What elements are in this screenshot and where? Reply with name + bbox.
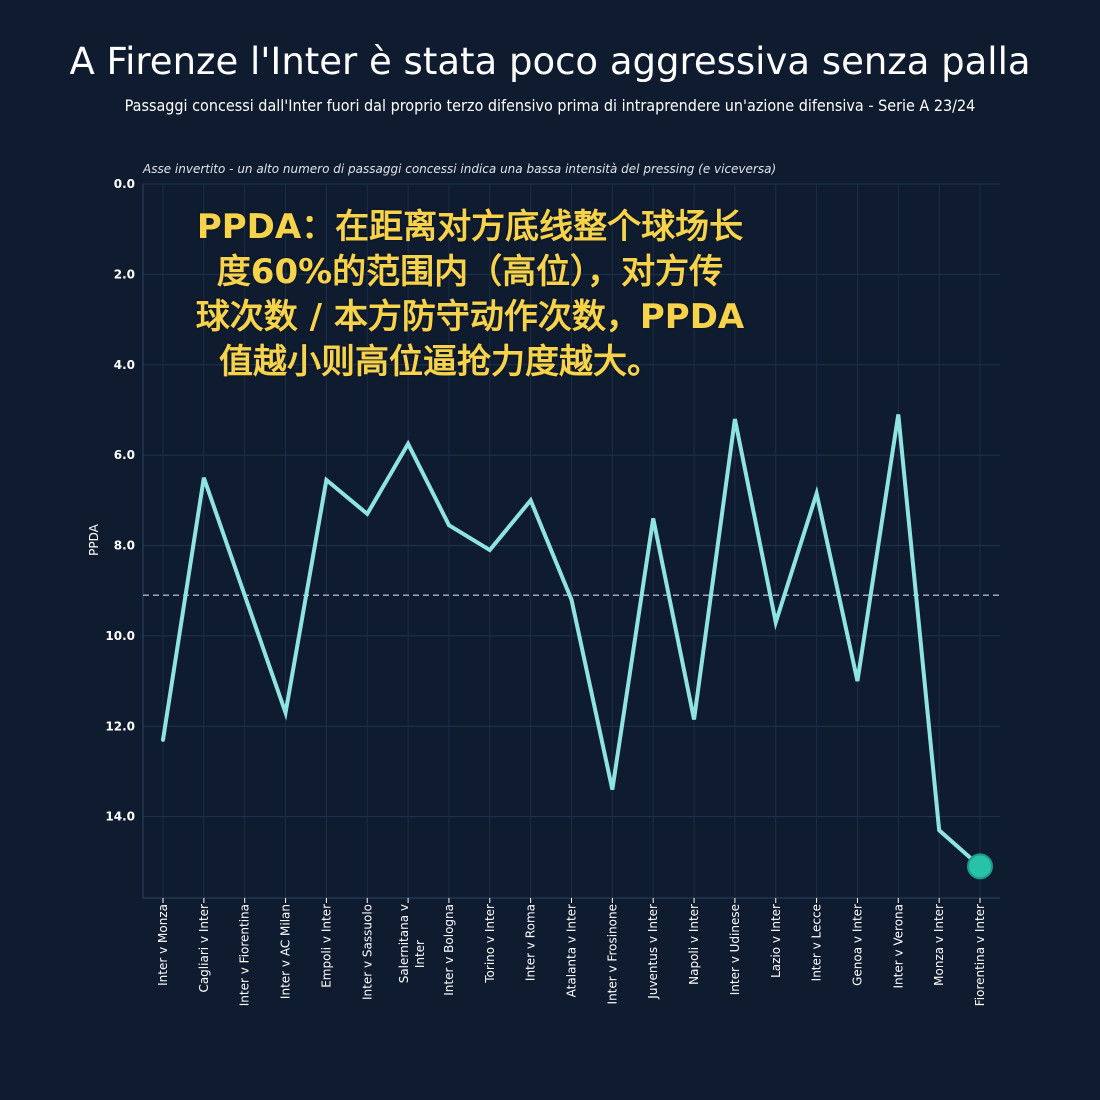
axis-inverted-note: Asse invertito - un alto numero di passa… — [143, 162, 777, 176]
y-tick-label: 8.0 — [114, 539, 135, 553]
highlight-point — [967, 853, 993, 880]
x-tick-text: Inter v Monza — [156, 904, 170, 986]
x-tick-label: Napoli v Inter — [687, 904, 701, 985]
x-tick-text: Atalanta v Inter — [565, 904, 579, 997]
x-tick-label: Inter v Verona — [891, 904, 905, 989]
overlay-line: 球次数 / 本方防守动作次数，PPDA — [195, 297, 745, 337]
x-tick-text: Inter v Udinese — [728, 904, 742, 995]
x-tick-text: Inter v Frosinone — [605, 904, 619, 1004]
x-tick-label: Inter v Lecce — [810, 904, 824, 981]
x-tick-label: Lazio v Inter — [769, 904, 783, 978]
x-tick-text: Cagliari v Inter — [197, 904, 211, 993]
y-tick-label: 12.0 — [105, 719, 135, 733]
x-tick-text: Inter v Verona — [891, 904, 905, 989]
ppda-series-line — [161, 414, 982, 869]
overlay-line: PPDA：在距离对方底线整个球场长 — [196, 207, 744, 247]
x-tick-label: Atalanta v Inter — [565, 904, 579, 997]
x-tick-label: Torino v Inter — [483, 904, 497, 984]
x-tick-text: Empoli v Inter — [319, 904, 333, 988]
x-tick-text: Napoli v Inter — [687, 904, 701, 985]
x-tick-text: Lazio v Inter — [769, 904, 783, 978]
x-tick-label: Monza v Inter — [932, 904, 946, 986]
x-tick-text: Torino v Inter — [483, 904, 497, 984]
x-tick-label: Inter v AC Milan — [279, 904, 293, 999]
x-tick-text: Inter v Fiorentina — [238, 904, 252, 1006]
x-tick-label: Inter v Bologna — [442, 904, 456, 996]
y-tick-label: 14.0 — [105, 810, 135, 824]
y-ticks: 0.0 2.0 4.0 6.0 8.0 10.0 12.0 14.0 — [105, 177, 135, 824]
x-tick-label: Genoa v Inter — [850, 904, 864, 986]
y-tick-label: 6.0 — [114, 448, 135, 462]
chart-subtitle: Passaggi concessi dall'Inter fuori dal p… — [124, 96, 976, 115]
x-tick-text: Juventus v Inter — [646, 904, 660, 1000]
x-tick-text: Inter v Sassuolo — [360, 904, 374, 1000]
x-tick-text: Salernitana v — [397, 904, 411, 983]
overlay-line: 度60%的范围内（高位），对方传 — [216, 252, 724, 292]
grid — [143, 183, 1000, 898]
x-tick-label: Cagliari v Inter — [197, 904, 211, 993]
x-tick-label: Fiorentina v Inter — [973, 904, 987, 1006]
overlay-line: 值越小则高位逼抢力度越大。 — [219, 342, 661, 382]
y-axis-label: PPDA — [87, 523, 101, 556]
y-tick-label: 0.0 — [114, 177, 135, 191]
chart-title: A Firenze l'Inter è stata poco aggressiv… — [69, 40, 1031, 83]
x-tick-text: Inter v AC Milan — [279, 904, 293, 999]
x-tick-text: Genoa v Inter — [850, 904, 864, 986]
y-tick-label: 2.0 — [114, 267, 135, 281]
x-tick-text: Fiorentina v Inter — [973, 904, 987, 1006]
x-tick-text: Inter v Roma — [524, 904, 538, 981]
x-tick-label: Inter v Sassuolo — [360, 904, 374, 1000]
x-tick-text: Inter — [413, 940, 427, 968]
x-tick-text: Inter v Bologna — [442, 904, 456, 996]
x-tick-label: Empoli v Inter — [319, 904, 333, 988]
series-group — [161, 414, 993, 880]
y-tick-label: 4.0 — [114, 358, 135, 372]
x-tick-label: Inter v Roma — [524, 904, 538, 981]
x-tick-label: Inter v Udinese — [728, 904, 742, 995]
x-tick-label: Inter v Fiorentina — [238, 904, 252, 1006]
x-tick-label: Inter v Monza — [156, 904, 170, 986]
x-ticks: Inter v Monza Cagliari v Inter Inter v Fio… — [156, 898, 987, 1006]
x-tick-text: Monza v Inter — [932, 904, 946, 986]
x-tick-label: Salernitana v Inter — [397, 904, 427, 983]
x-tick-text: Inter v Lecce — [810, 904, 824, 981]
x-tick-label: Juventus v Inter — [646, 904, 660, 1000]
y-tick-label: 10.0 — [105, 629, 135, 643]
x-tick-label: Inter v Frosinone — [605, 904, 619, 1004]
ppda-explanation-overlay: PPDA：在距离对方底线整个球场长 度60%的范围内（高位），对方传 球次数 /… — [120, 205, 820, 385]
